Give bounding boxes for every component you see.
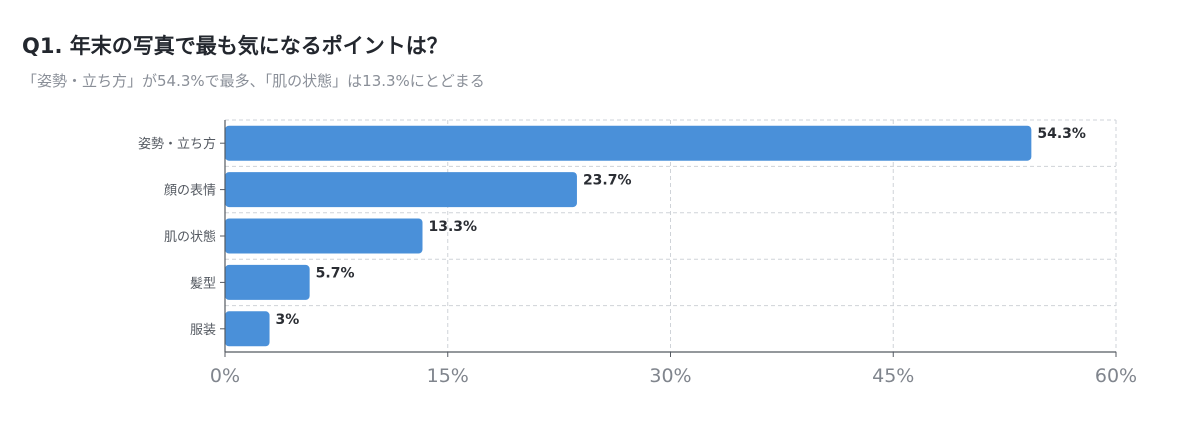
data-label: 13.3% [429, 219, 478, 235]
data-label: 3% [276, 312, 300, 328]
data-label: 5.7% [316, 265, 355, 281]
chart-title: Q1. 年末の写真で最も気になるポイントは？ [22, 34, 448, 58]
data-label: 23.7% [583, 173, 632, 189]
bar [225, 125, 1032, 161]
bar [225, 311, 270, 347]
chart-subtitle: 「姿勢・立ち方」が54.3%で最多、「肌の状態」は13.3%にとどまる [22, 72, 485, 90]
bar [225, 218, 423, 254]
category-label: 姿勢・立ち方 [138, 136, 216, 152]
x-tick-label: 45% [872, 365, 914, 387]
bar [225, 172, 577, 208]
data-label: 54.3% [1037, 126, 1086, 142]
category-label: 服装 [190, 323, 216, 338]
category-label: 肌の状態 [164, 229, 216, 245]
x-tick-label: 15% [427, 365, 469, 387]
x-tick-label: 30% [649, 365, 691, 387]
bar [225, 264, 310, 300]
x-tick-label: 60% [1095, 365, 1137, 387]
category-label: 髪型 [190, 276, 216, 291]
x-tick-label: 0% [210, 365, 240, 387]
category-label: 顔の表情 [164, 184, 216, 199]
